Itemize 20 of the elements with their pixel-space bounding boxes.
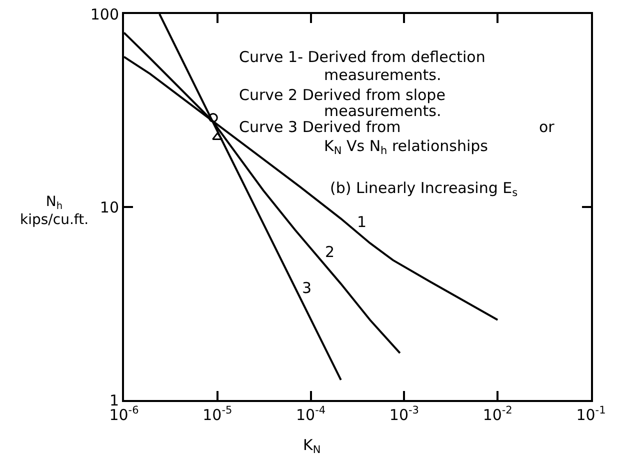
x-tick-label: 10$^{-1}$ xyxy=(576,404,606,424)
y-tick-label: 100 xyxy=(90,5,119,24)
x-tick-label: 10$^{-3}$ xyxy=(389,404,419,424)
annotation: Curve 3 Derived from xyxy=(239,118,401,136)
series-label: 1 xyxy=(357,213,367,231)
annotation: measurements. xyxy=(324,102,442,120)
annotation: or xyxy=(539,118,556,136)
x-tick-label: 10$^{-4}$ xyxy=(296,404,326,424)
annotation: measurements. xyxy=(324,66,442,84)
series-label: 2 xyxy=(325,243,335,261)
annotation: Curve 1- Derived from deflection xyxy=(239,48,486,66)
series-label: 3 xyxy=(302,279,312,297)
x-axis-title: K$_{N}$ xyxy=(303,436,321,456)
x-tick-label: 10$^{-2}$ xyxy=(482,404,512,424)
annotation: Curve 2 Derived from slope xyxy=(239,86,446,104)
y-tick-label: 10 xyxy=(100,198,119,216)
y-axis-title: N$_{h}$ kips/cu.ft. xyxy=(20,194,89,228)
x-tick-label: 10$^{-5}$ xyxy=(202,404,232,424)
annotation: (b) Linearly Increasing E$_{s}$ xyxy=(330,179,518,200)
annotation: K$_{N}$ Vs N$_{h}$ relationships xyxy=(324,137,488,158)
